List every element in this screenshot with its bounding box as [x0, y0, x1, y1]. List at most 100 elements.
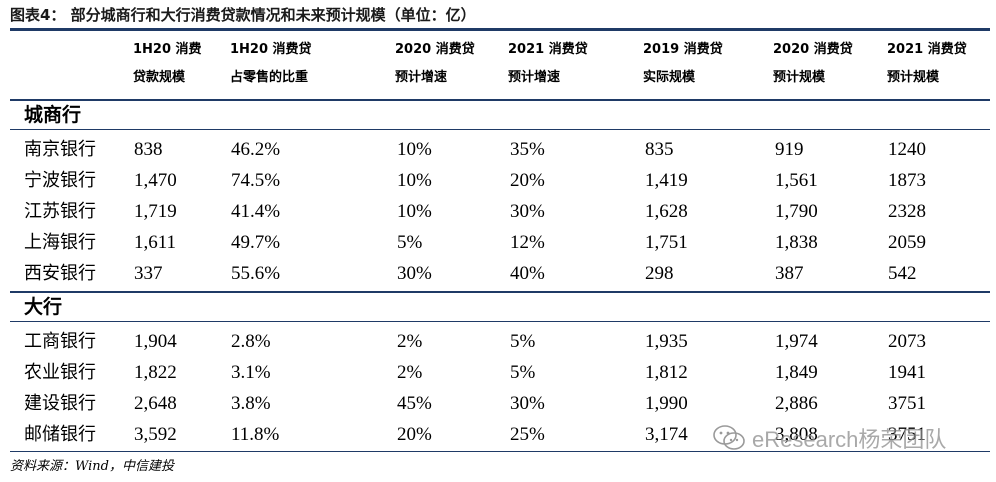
cell-value: 1941 — [888, 362, 926, 383]
cell-value: 3751 — [888, 393, 926, 414]
column-header: 1H20 消费贷 占零售的比重 — [230, 42, 312, 85]
cell-value: 5% — [510, 331, 536, 352]
cell-value: 1,904 — [134, 331, 177, 352]
table-row: 建设银行 2,648 3.8% 45% 30% 1,990 2,886 3751 — [0, 388, 996, 419]
cell-value: 1,849 — [775, 362, 818, 383]
cell-value: 542 — [888, 263, 917, 284]
column-header: 2019 消费贷 实际规模 — [643, 42, 723, 85]
cell-value: 30% — [510, 201, 545, 222]
cell-value: 40% — [510, 263, 545, 284]
cell-value: 1,812 — [645, 362, 688, 383]
cell-value: 1,790 — [775, 201, 818, 222]
watermark-text: eResearch杨荣团队 — [752, 427, 947, 452]
cell-value: 1,611 — [134, 232, 177, 253]
table-row: 宁波银行 1,470 74.5% 10% 20% 1,419 1,561 187… — [0, 165, 996, 196]
cell-value: 3,592 — [134, 424, 177, 445]
cell-value: 3751 — [888, 424, 926, 445]
table-row: 农业银行 1,822 3.1% 2% 5% 1,812 1,849 1941 — [0, 357, 996, 388]
cell-value: 1,751 — [645, 232, 688, 253]
cell-value: 1,838 — [775, 232, 818, 253]
cell-value: 2.8% — [231, 331, 271, 352]
bank-name: 农业银行 — [24, 362, 96, 383]
cell-value: 1,628 — [645, 201, 688, 222]
group-rule — [10, 321, 990, 322]
bank-name: 西安银行 — [24, 263, 96, 284]
cell-value: 30% — [397, 263, 432, 284]
cell-value: 3,808 — [775, 424, 818, 445]
bank-name: 工商银行 — [24, 331, 96, 352]
column-header: 1H20 消费 贷款规模 — [133, 42, 202, 85]
table-row: 上海银行 1,611 49.7% 5% 12% 1,751 1,838 2059 — [0, 227, 996, 258]
cell-value: 12% — [510, 232, 545, 253]
cell-value: 835 — [645, 139, 674, 160]
table-row: 西安银行 337 55.6% 30% 40% 298 387 542 — [0, 258, 996, 289]
cell-value: 1240 — [888, 139, 926, 160]
cell-value: 35% — [510, 139, 545, 160]
column-header: 2020 消费贷 预计规模 — [773, 42, 853, 85]
cell-value: 74.5% — [231, 170, 281, 191]
watermark: eResearch杨荣团队 — [712, 422, 946, 454]
cell-value: 1,822 — [134, 362, 177, 383]
cell-value: 25% — [510, 424, 545, 445]
cell-value: 1,419 — [645, 170, 688, 191]
cell-value: 387 — [775, 263, 804, 284]
cell-value: 2059 — [888, 232, 926, 253]
cell-value: 55.6% — [231, 263, 281, 284]
cell-value: 10% — [397, 170, 432, 191]
bank-name: 邮储银行 — [24, 424, 96, 445]
cell-value: 1,974 — [775, 331, 818, 352]
column-header: 2021 消费贷 预计规模 — [887, 42, 967, 85]
cell-value: 2,648 — [134, 393, 177, 414]
bank-name: 南京银行 — [24, 139, 96, 160]
cell-value: 20% — [510, 170, 545, 191]
cell-value: 3,174 — [645, 424, 688, 445]
bank-name: 上海银行 — [24, 232, 96, 253]
bottom-rule — [10, 451, 990, 452]
cell-value: 838 — [134, 139, 163, 160]
group-label: 城商行 — [24, 104, 82, 126]
cell-value: 2,886 — [775, 393, 818, 414]
group-rule — [10, 129, 990, 130]
cell-value: 41.4% — [231, 201, 281, 222]
group-rule — [10, 291, 990, 293]
cell-value: 2073 — [888, 331, 926, 352]
cell-value: 1,990 — [645, 393, 688, 414]
table-title: 图表4： 部分城商行和大行消费贷款情况和未来预计规模（单位：亿） — [10, 6, 476, 24]
header-rule — [10, 99, 990, 101]
cell-value: 2% — [397, 362, 423, 383]
cell-value: 1873 — [888, 170, 926, 191]
cell-value: 337 — [134, 263, 163, 284]
cell-value: 10% — [397, 139, 432, 160]
cell-value: 2328 — [888, 201, 926, 222]
wechat-icon — [713, 425, 745, 450]
cell-value: 3.8% — [231, 393, 271, 414]
table-row: 南京银行 838 46.2% 10% 35% 835 919 1240 — [0, 134, 996, 165]
group-label: 大行 — [24, 296, 63, 318]
table-row: 江苏银行 1,719 41.4% 10% 30% 1,628 1,790 232… — [0, 196, 996, 227]
cell-value: 10% — [397, 201, 432, 222]
cell-value: 919 — [775, 139, 804, 160]
cell-value: 5% — [510, 362, 536, 383]
column-header: 2020 消费贷 预计增速 — [395, 42, 475, 85]
cell-value: 49.7% — [231, 232, 281, 253]
bank-name: 江苏银行 — [24, 201, 96, 222]
bank-name: 建设银行 — [24, 393, 96, 414]
cell-value: 1,935 — [645, 331, 688, 352]
title-rule — [10, 28, 990, 31]
cell-value: 3.1% — [231, 362, 271, 383]
cell-value: 20% — [397, 424, 432, 445]
table-row: 工商银行 1,904 2.8% 2% 5% 1,935 1,974 2073 — [0, 326, 996, 357]
source-note: 资料来源：Wind，中信建投 — [10, 459, 174, 474]
cell-value: 1,470 — [134, 170, 177, 191]
bank-name: 宁波银行 — [24, 170, 96, 191]
column-header: 2021 消费贷 预计增速 — [508, 42, 588, 85]
cell-value: 11.8% — [231, 424, 280, 445]
cell-value: 1,719 — [134, 201, 177, 222]
cell-value: 5% — [397, 232, 423, 253]
cell-value: 1,561 — [775, 170, 818, 191]
cell-value: 46.2% — [231, 139, 281, 160]
table-row: 邮储银行 3,592 11.8% 20% 25% 3,174 3,808 375… — [0, 419, 996, 450]
cell-value: 45% — [397, 393, 432, 414]
cell-value: 30% — [510, 393, 545, 414]
cell-value: 298 — [645, 263, 674, 284]
